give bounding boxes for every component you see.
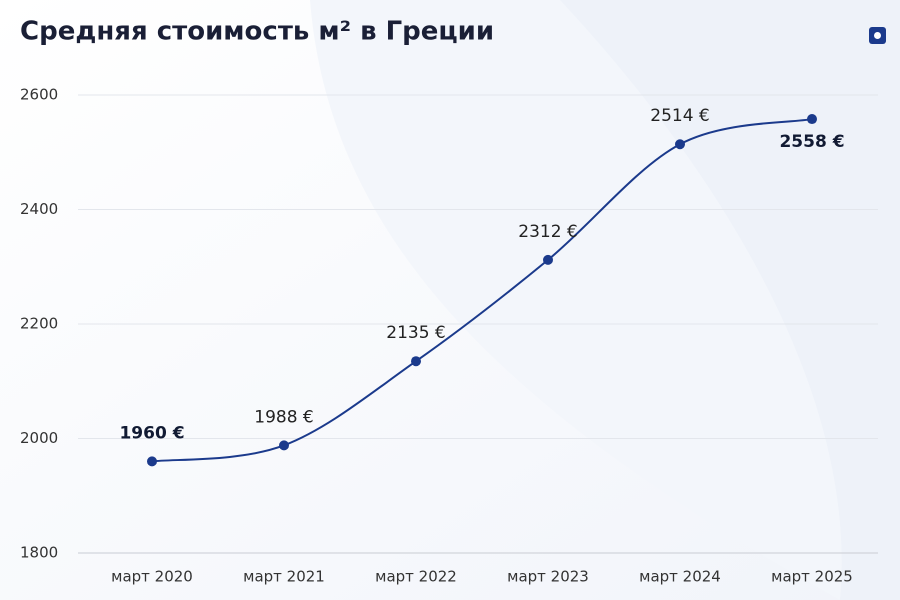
point <box>675 139 685 150</box>
value-label: 2514 € <box>650 106 709 126</box>
line <box>151 118 813 463</box>
x-tick-label: март 2020 <box>111 568 193 586</box>
y-tick-label: 2200 <box>20 315 58 333</box>
point <box>807 114 817 125</box>
background-shape <box>560 0 900 600</box>
chart-title: Средняя стоимость м² в Греции <box>20 17 494 47</box>
logo-icon <box>869 27 886 44</box>
value-label: 2135 € <box>386 323 445 343</box>
x-tick-label: март 2025 <box>771 568 853 586</box>
x-tick-label: март 2021 <box>243 568 325 586</box>
x-tick-label: март 2024 <box>639 568 721 586</box>
point <box>543 254 553 265</box>
x-tick-label: март 2022 <box>375 568 457 586</box>
y-tick-label: 2400 <box>20 200 58 218</box>
y-tick-label: 2600 <box>20 86 58 104</box>
point <box>147 456 157 467</box>
y-tick-label: 2000 <box>20 429 58 447</box>
x-tick-label: март 2023 <box>507 568 589 586</box>
value-label: 2558 € <box>779 132 844 152</box>
y-tick-label: 1800 <box>20 544 58 562</box>
value-label: 1960 € <box>119 423 184 443</box>
value-label: 2312 € <box>518 222 577 242</box>
point <box>279 440 289 451</box>
point <box>411 356 421 367</box>
value-label: 1988 € <box>254 407 313 427</box>
